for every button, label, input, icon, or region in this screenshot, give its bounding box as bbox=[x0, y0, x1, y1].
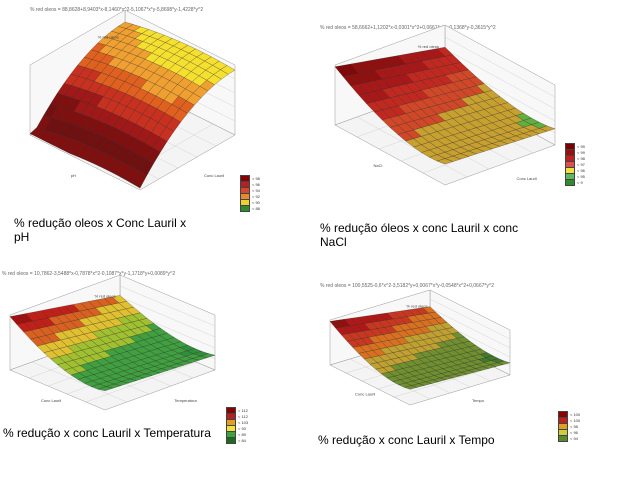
legend-label: < 99 bbox=[577, 143, 585, 149]
equation-text: % red oleos = 10,7862-3,5488*x-0,7878*x^… bbox=[2, 271, 176, 277]
caption-line-1: % redução óleos x conc Lauril x conc bbox=[320, 221, 519, 235]
grid-line bbox=[119, 285, 216, 327]
legend-label: < 9 bbox=[577, 179, 583, 185]
surface-cell bbox=[403, 385, 418, 390]
legend-entry: < 9 bbox=[565, 178, 585, 186]
caption-line-2: NaCl bbox=[320, 235, 347, 249]
figure-caption: % redução x conc Lauril x Tempo bbox=[318, 433, 568, 447]
legend-entry: < 94 bbox=[558, 434, 580, 442]
z-axis-label: % red oleos bbox=[406, 304, 427, 309]
legend-label: < 84 bbox=[238, 437, 246, 443]
legend-label: < 90 bbox=[252, 199, 260, 205]
figure-caption: % redução óleos x conc Lauril x conc NaC… bbox=[320, 221, 560, 249]
legend-label: < 99 bbox=[577, 149, 585, 155]
response-surface bbox=[9, 295, 216, 391]
legend-label: < 94 bbox=[570, 435, 578, 441]
figure-caption: % redução oleos x Conc Lauril x pH bbox=[14, 216, 214, 244]
grid-line bbox=[85, 361, 197, 403]
legend-entry: < 84 bbox=[226, 436, 248, 444]
legend-label: < 100 bbox=[570, 417, 581, 423]
grid-line bbox=[119, 296, 216, 338]
surface-cell bbox=[131, 170, 147, 189]
legend-label: < 88 bbox=[252, 205, 260, 211]
surface-cell bbox=[97, 386, 114, 391]
surface-cell bbox=[436, 158, 454, 165]
response-surface bbox=[334, 47, 556, 165]
surface-plot: NaCl Conc Lauril % red oleos bbox=[334, 24, 556, 186]
legend-label: < 103 bbox=[238, 419, 249, 425]
caption-line-1: % redução x conc Lauril x Tempo bbox=[318, 433, 495, 447]
legend-label: < 89 bbox=[238, 431, 246, 437]
legend-swatch bbox=[240, 204, 250, 212]
legend: < 100 < 100 < 98 < 96 < 94 bbox=[558, 410, 581, 442]
x-axis-label: NaCl bbox=[374, 163, 383, 168]
legend-label: < 112 bbox=[238, 413, 248, 419]
legend-label: < 98 bbox=[570, 423, 578, 429]
legend: < 98 < 96 < 94 < 92 < 90 < 88 bbox=[240, 174, 260, 212]
response-surface bbox=[329, 306, 511, 390]
response-surface bbox=[29, 21, 236, 189]
legend-swatch bbox=[558, 434, 568, 442]
chart-panel-lauril-tempo: % red oleos = 100,5525-0,6*x^2-3,5182*y+… bbox=[272, 275, 582, 450]
equation-text: % red oleos = 100,5525-0,6*x^2-3,5182*y+… bbox=[320, 283, 494, 289]
grid-line bbox=[444, 36, 556, 98]
x-axis-label: Conc Lauril bbox=[41, 398, 61, 403]
grid-line bbox=[444, 48, 556, 110]
legend-label: < 98 bbox=[252, 175, 260, 181]
equation-text: % red oleos = 88,8628+8,9403*x-8,1460*x^… bbox=[30, 7, 204, 13]
x-axis-label: pH bbox=[71, 173, 76, 178]
grid-line bbox=[393, 366, 495, 398]
legend-label: < 112 bbox=[238, 407, 248, 413]
equation-text: % red oleos = 58,6662+1,1202*x-0,0301*x^… bbox=[320, 25, 496, 31]
surface-plot: Conc Lauril Temperatura % red oleos bbox=[9, 274, 216, 411]
legend-label: < 98 bbox=[577, 155, 585, 161]
legend-label: < 100 bbox=[570, 411, 581, 417]
caption-line-2: pH bbox=[14, 230, 30, 244]
legend-swatch bbox=[226, 436, 236, 444]
legend: < 112 < 112 < 103 < 93 < 89 < 84 bbox=[226, 406, 249, 444]
y-axis-label: Tempo bbox=[472, 398, 485, 403]
figure-caption: % redução x conc Lauril x Temperatura bbox=[3, 426, 253, 440]
grid-line bbox=[429, 298, 511, 340]
x-axis-label: Conc Lauril bbox=[355, 392, 375, 397]
legend-label: < 97 bbox=[577, 161, 585, 167]
y-axis-label: Conc Lauril bbox=[204, 173, 224, 178]
legend-label: < 96 bbox=[570, 429, 578, 435]
surface-plot: Conc Lauril Tempo % red oleos bbox=[329, 289, 511, 406]
grid-line bbox=[31, 361, 128, 403]
legend-label: < 95 bbox=[577, 173, 585, 179]
z-axis-label: % red oleos bbox=[95, 294, 116, 299]
chart-panel-lauril-temperatura: % red oleos = 10,7862-3,5488*x-0,7878*x^… bbox=[0, 265, 255, 455]
grid-line bbox=[429, 307, 511, 349]
grid-line bbox=[356, 116, 468, 178]
legend-label: < 93 bbox=[238, 425, 246, 431]
legend-label: < 96 bbox=[252, 181, 260, 187]
z-axis-label: % red oleos bbox=[98, 34, 119, 39]
chart-panel-lauril-ph: % red oleos = 88,8628+8,9403*x-8,1460*x^… bbox=[0, 0, 270, 250]
legend-label: < 92 bbox=[252, 193, 260, 199]
y-axis-label: Conc Lauril bbox=[517, 176, 537, 181]
surface-plot: pH Conc Lauril % red oleos bbox=[29, 9, 236, 191]
caption-line-1: % redução x conc Lauril x Temperatura bbox=[3, 426, 211, 440]
y-axis-label: Temperatura bbox=[174, 398, 197, 403]
chart-panel-lauril-nacl: % red oleos = 58,6662+1,1202*x-0,0301*x^… bbox=[305, 15, 605, 260]
legend: < 99 < 99 < 98 < 97 < 96 < 95 < 9 bbox=[565, 142, 585, 186]
legend-entry: < 88 bbox=[240, 204, 260, 212]
legend-label: < 94 bbox=[252, 187, 260, 193]
legend-swatch bbox=[565, 178, 575, 186]
z-axis-label: % red oleos bbox=[418, 44, 439, 49]
caption-line-1: % redução oleos x Conc Lauril x bbox=[14, 216, 187, 230]
legend-label: < 96 bbox=[577, 167, 585, 173]
